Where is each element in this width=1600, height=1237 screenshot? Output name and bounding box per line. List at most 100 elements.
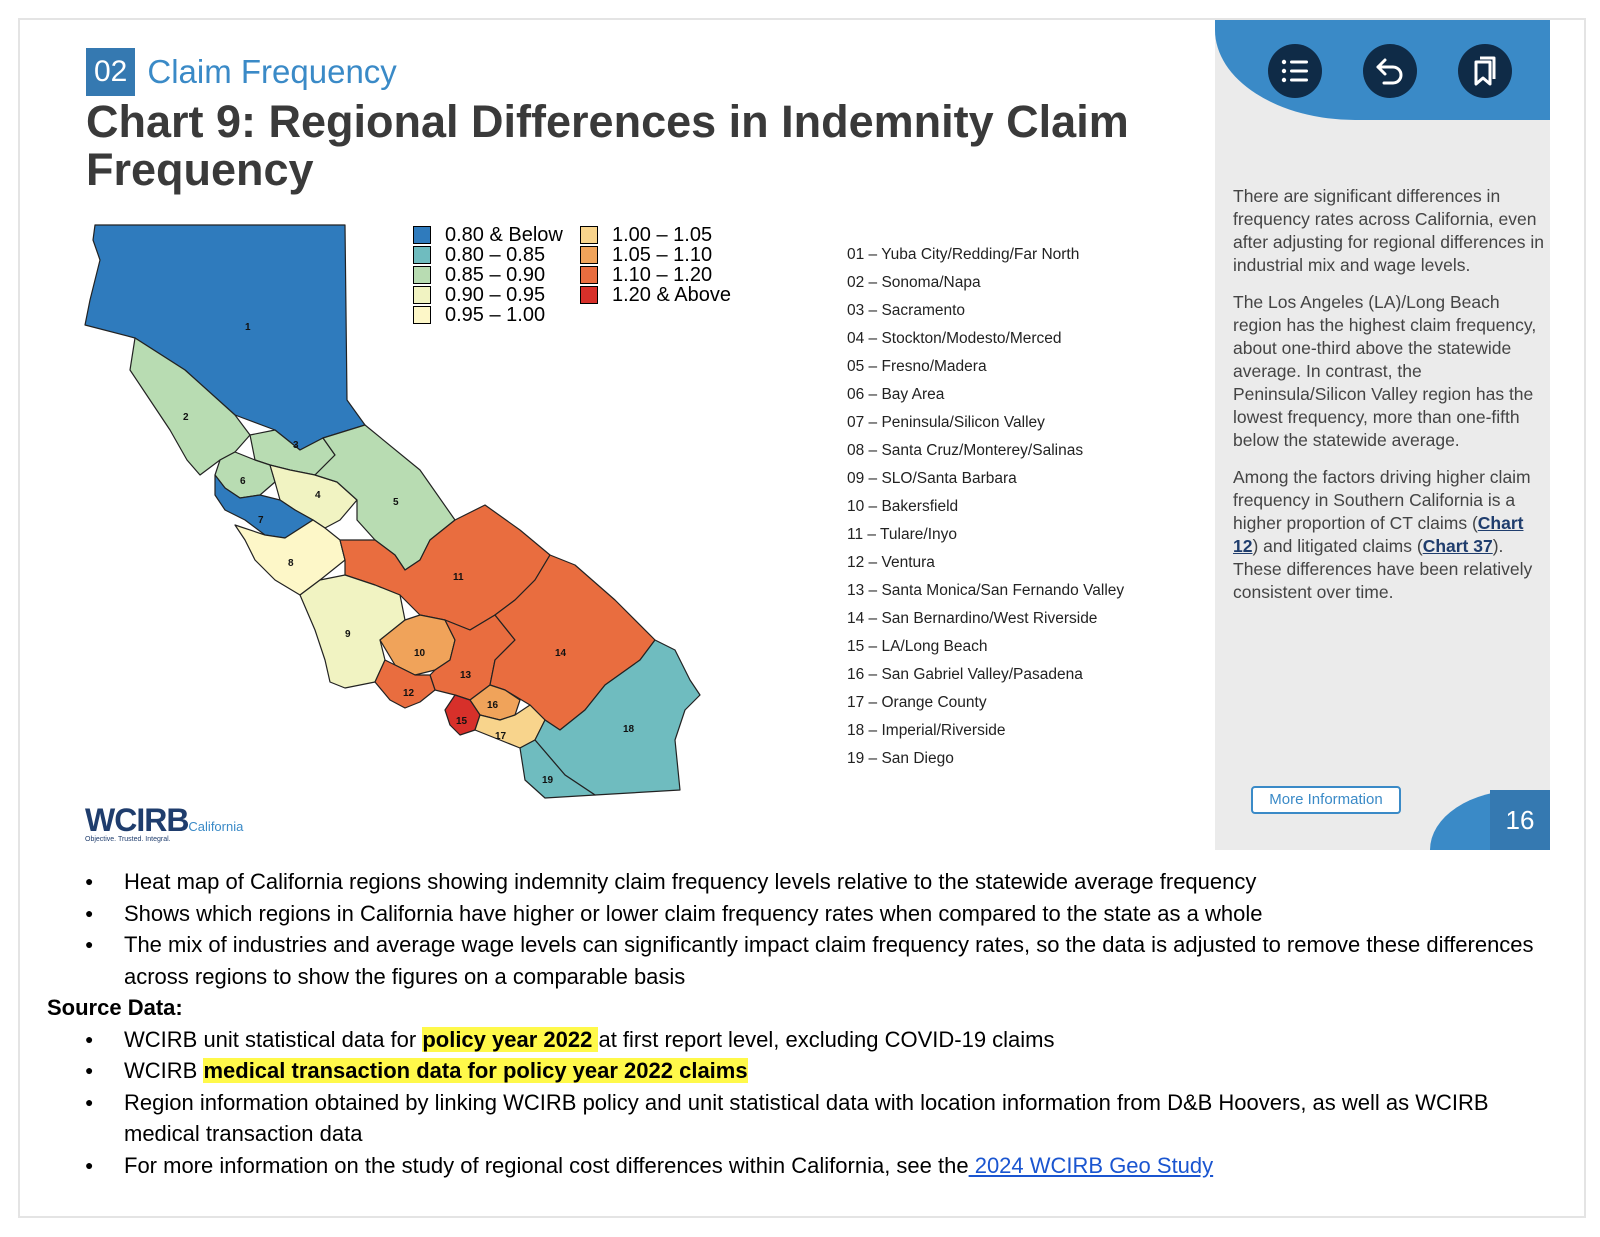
chart-12-link[interactable]: Chart 12 [1233,513,1524,556]
legend-label: 1.20 & Above [612,283,731,306]
map-label-12: 12 [403,688,415,699]
section-number: 02 [86,48,136,96]
legend-label: 1.00 – 1.05 [612,223,713,246]
map-label-9: 9 [345,629,351,640]
legend-swatch [580,226,598,244]
source-bullet: Region information obtained by linking W… [45,1087,1545,1150]
chart-title: Chart 9: Regional Differences in Indemni… [86,96,1129,195]
highlighted-text: policy year 2022 [422,1026,599,1052]
source-text: WCIRB [124,1058,204,1083]
map-label-8: 8 [288,558,294,569]
side-paragraph-1: There are significant differences in fre… [1233,186,1544,275]
region-12 [374,659,436,709]
map-label-14: 14 [555,648,567,659]
region-19 [519,739,596,799]
region-list-item: 17 – Orange County [847,694,987,711]
map-label-11: 11 [453,572,464,583]
region-list-item: 01 – Yuba City/Redding/Far North [847,246,1080,263]
legend-label: 1.10 – 1.20 [612,263,713,286]
legend-swatch [413,266,431,284]
legend-item: 0.90 – 0.95 [413,283,546,306]
region-list-item: 12 – Ventura [847,554,935,571]
side-text-span: ) and litigated claims ( [1252,536,1423,556]
side-panel [1215,20,1550,850]
region-list-item: 14 – San Bernardino/West Riverside [847,610,1098,627]
region-17 [474,704,546,749]
legend-item: 1.00 – 1.05 [580,223,713,246]
side-paragraph-2: The Los Angeles (LA)/Long Beach region h… [1233,292,1537,450]
source-text: For more information on the study of reg… [124,1152,969,1178]
source-bullet: WCIRB medical transaction data for polic… [45,1055,1545,1087]
legend-label: 0.80 & Below [445,223,563,246]
logo-main: WCIRB [85,802,189,838]
legend-item: 1.20 & Above [580,283,731,306]
legend-swatch [580,266,598,284]
bookmark-icon[interactable] [1458,44,1512,98]
map-label-4: 4 [315,490,321,501]
map-label-18: 18 [623,724,635,735]
region-9 [299,574,406,689]
side-text-span: ). These differences have been relativel… [1233,536,1533,602]
note-bullet: Heat map of California regions showing i… [45,866,1545,898]
region-list-item: 13 – Santa Monica/San Fernando Valley [847,582,1125,599]
legend-swatch [580,246,598,264]
map-label-10: 10 [414,648,426,659]
region-list-item: 16 – San Gabriel Valley/Pasadena [847,666,1083,683]
map-label-3: 3 [293,440,299,451]
legend-swatch [413,246,431,264]
legend-label: 1.05 – 1.10 [612,243,713,266]
map-label-7: 7 [258,515,264,526]
notes-section: Heat map of California regions showing i… [45,866,1545,1181]
region-2 [129,337,251,476]
highlighted-text: medical transaction data for policy year… [203,1058,748,1083]
legend-swatch [413,306,431,324]
geo-study-link[interactable]: 2024 WCIRB Geo Study [968,1152,1214,1178]
region-list-item: 02 – Sonoma/Napa [847,274,981,291]
list-icon[interactable] [1268,44,1322,98]
source-text: WCIRB unit statistical data for [124,1026,423,1052]
region-15 [444,694,481,736]
legend-item: 1.05 – 1.10 [580,243,713,266]
map-label-19: 19 [542,775,554,786]
map-label-13: 13 [460,670,472,681]
map-label-5: 5 [393,497,399,508]
region-list-item: 06 – Bay Area [847,386,945,403]
wcirb-logo: WCIRBCalifornia Objective. Trusted. Inte… [85,802,243,843]
region-list-item: 05 – Fresno/Madera [847,358,987,375]
legend-label: 0.90 – 0.95 [445,283,546,306]
legend-swatch [413,286,431,304]
chart-37-link[interactable]: Chart 37 [1422,536,1493,556]
legend-item: 0.80 – 0.85 [413,243,546,266]
region-list-item: 15 – LA/Long Beach [847,638,988,655]
page-number: 16 [1490,790,1550,850]
side-paragraph-3: Among the factors driving higher claim f… [1233,466,1545,604]
side-text: There are significant differences in fre… [1233,185,1545,618]
note-bullet: Shows which regions in California have h… [45,898,1545,930]
logo-sub: California [188,819,244,834]
legend-label: 0.80 – 0.85 [445,243,546,266]
source-text: at first report level, excluding COVID-1… [598,1026,1055,1052]
back-icon[interactable] [1363,44,1417,98]
map-label-17: 17 [495,731,507,742]
legend-item: 0.95 – 1.00 [413,303,546,326]
legend-label: 0.85 – 0.90 [445,263,546,286]
page-frame [18,18,1586,1218]
source-data-heading: Source Data: [47,995,183,1020]
source-bullet: For more information on the study of reg… [45,1150,1545,1182]
note-bullet: The mix of industries and average wage l… [45,929,1545,992]
legend-item: 0.80 & Below [413,223,563,246]
map-label-15: 15 [456,716,468,727]
legend-item: 0.85 – 0.90 [413,263,546,286]
region-list: 01 – Yuba City/Redding/Far North 02 – Son… [847,244,1187,776]
legend-label: 0.95 – 1.00 [445,303,546,326]
region-list-item: 11 – Tulare/Inyo [847,526,958,543]
region-list-item: 07 – Peninsula/Silicon Valley [847,414,1045,431]
logo-tagline: Objective. Trusted. Integral. [85,836,171,843]
map-label-16: 16 [487,700,499,711]
more-information-button[interactable]: More Information [1251,786,1401,814]
region-list-item: 08 – Santa Cruz/Monterey/Salinas [847,442,1084,459]
source-bullet: WCIRB unit statistical data for policy y… [45,1024,1545,1056]
section-title: Claim Frequency [147,53,397,90]
region-list-item: 04 – Stockton/Modesto/Merced [847,330,1062,347]
region-list-item: 19 – San Diego [847,750,954,767]
